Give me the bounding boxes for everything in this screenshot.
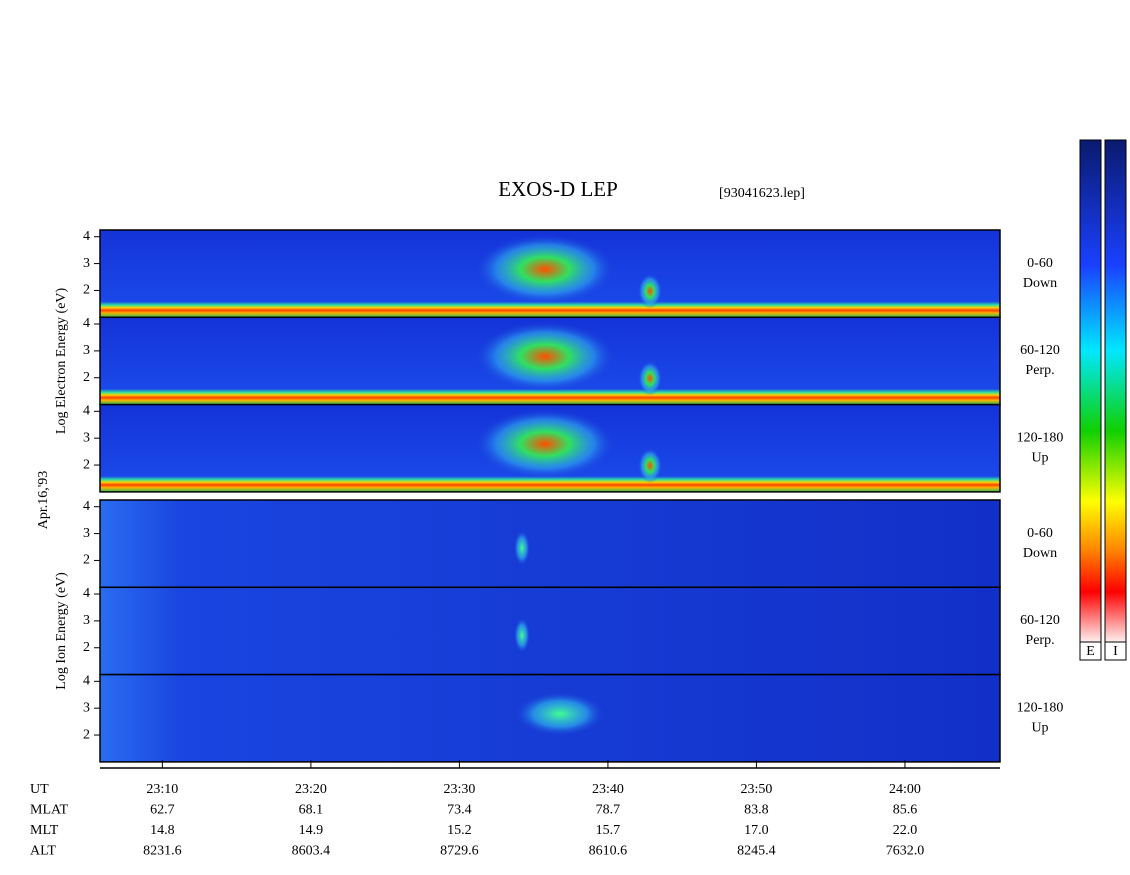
spectrogram	[100, 587, 1000, 675]
spectrogram-feature	[514, 617, 530, 653]
y-tick-label: 3	[83, 256, 90, 271]
panel-label: 0-60	[1027, 256, 1053, 271]
panel-label: Up	[1031, 720, 1048, 735]
row-value: 85.6	[893, 803, 918, 818]
colorbar	[1104, 139, 1127, 643]
panel-label: Perp.	[1025, 633, 1054, 648]
row-value: 14.9	[299, 823, 324, 838]
colorbar-box	[1104, 641, 1127, 661]
row-value: 83.8	[744, 803, 769, 818]
y-tick-label: 2	[83, 553, 90, 568]
colorbar-label: E	[1086, 644, 1095, 659]
panel-label: Down	[1023, 546, 1057, 561]
panel-label: 120-180	[1017, 700, 1064, 715]
axis-label: Log Electron Energy (eV)	[54, 287, 69, 434]
colorbar	[1079, 139, 1102, 643]
y-tick-label: 4	[83, 404, 90, 419]
row-value: 15.7	[596, 823, 621, 838]
row-value: 17.0	[744, 823, 769, 838]
spectrogram-feature	[475, 234, 615, 305]
row-value: 8245.4	[737, 844, 776, 859]
y-tick-label: 3	[83, 700, 90, 715]
row-label: MLAT	[30, 803, 69, 818]
row-value: 22.0	[893, 823, 918, 838]
y-tick-label: 4	[83, 674, 90, 689]
panel-label: 120-180	[1017, 430, 1064, 445]
row-value: 14.8	[150, 823, 175, 838]
spectrogram-feature	[475, 408, 615, 479]
colorbar-box	[1079, 641, 1102, 661]
row-value: 68.1	[299, 803, 324, 818]
x-tick-label: 23:20	[295, 782, 327, 797]
row-value: 8603.4	[292, 844, 331, 859]
row-value: 7632.0	[886, 844, 925, 859]
row-value: 8610.6	[589, 844, 628, 859]
x-tick-label: 23:10	[146, 782, 178, 797]
x-tick-label: 23:50	[740, 782, 772, 797]
row-value: 73.4	[447, 803, 472, 818]
panel-frame	[99, 673, 1001, 763]
row-value: 8729.6	[440, 844, 479, 859]
y-tick-label: 2	[83, 640, 90, 655]
x-tick-label: 24:00	[889, 782, 921, 797]
y-tick-label: 4	[83, 229, 90, 244]
row-value: 15.2	[447, 823, 472, 838]
x-tick-label: 23:40	[592, 782, 624, 797]
spectrogram-feature	[638, 273, 662, 309]
x-tick-label: 23:30	[443, 782, 475, 797]
row-value: 8231.6	[143, 844, 182, 859]
y-tick-label: 2	[83, 457, 90, 472]
spectrogram-feature	[638, 360, 662, 396]
y-tick-label: 2	[83, 283, 90, 298]
panel-label: 60-120	[1020, 343, 1060, 358]
axis-label: Log Ion Energy (eV)	[54, 572, 69, 690]
spectrogram-feature	[638, 448, 662, 484]
y-tick-label: 4	[83, 499, 90, 514]
y-tick-label: 2	[83, 727, 90, 742]
y-tick-label: 4	[83, 316, 90, 331]
date: Apr.16,'93	[36, 471, 51, 530]
panel-frame	[99, 403, 1001, 493]
spectrogram	[100, 500, 1000, 588]
panel-label: 60-120	[1020, 613, 1060, 628]
y-tick-label: 2	[83, 370, 90, 385]
y-tick-label: 4	[83, 586, 90, 601]
file-name: [93041623.lep]	[719, 186, 805, 201]
panel-label: 0-60	[1027, 526, 1053, 541]
spectrogram-feature	[514, 530, 530, 566]
panel-label: Perp.	[1025, 363, 1054, 378]
row-value: 78.7	[596, 803, 621, 818]
spectrogram-feature	[515, 692, 605, 736]
y-tick-label: 3	[83, 613, 90, 628]
row-label: UT	[30, 782, 49, 797]
row-label: MLT	[30, 823, 59, 838]
panel-label: Down	[1023, 276, 1057, 291]
row-value: 62.7	[150, 803, 175, 818]
y-tick-label: 3	[83, 343, 90, 358]
y-tick-label: 3	[83, 526, 90, 541]
panel-label: Up	[1031, 450, 1048, 465]
y-tick-label: 3	[83, 430, 90, 445]
spectrogram-feature	[475, 321, 615, 392]
colorbar-label: I	[1113, 644, 1118, 659]
title: EXOS-D LEP	[498, 177, 618, 201]
row-label: ALT	[30, 844, 56, 859]
